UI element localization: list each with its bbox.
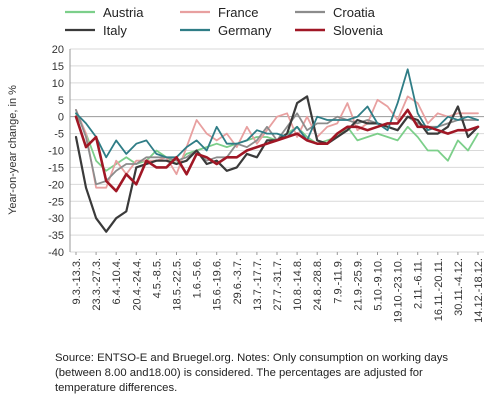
y-tick-label: -40: [48, 247, 64, 259]
y-axis-ticks: 20 15 10 5 0 -5 -10 -15 -20 -25 -30 -35 -40: [48, 44, 64, 259]
series-line-germany: [75, 68, 479, 159]
x-tick-label: 21.9.-25.9.: [352, 258, 364, 311]
y-tick-label: -25: [48, 196, 64, 208]
y-tick-label: -20: [48, 179, 64, 191]
y-tick-label: -15: [48, 162, 64, 174]
x-tick-label: 23.3.-27.3.: [91, 258, 103, 311]
y-tick-label: 5: [58, 95, 64, 107]
source-note: Source: ENTSO-E and Bruegel.org. Notes: …: [55, 352, 449, 394]
x-tick-label: 27.7.-31.7.: [272, 258, 284, 311]
x-tick-label: 1.6.-5.6.: [192, 258, 204, 298]
x-tick-label: 7.9.-11.9.: [332, 258, 344, 304]
legend-label: France: [218, 5, 258, 20]
x-tick-label: 24.8.-28.8.: [312, 258, 324, 311]
x-tick-label: 9.3.-13.3.: [71, 258, 83, 304]
x-tick-label: 16.11.-20.11.: [433, 258, 445, 321]
x-tick-label: 2.11.-6.11.: [413, 258, 425, 309]
x-tick-label: 29.6.-3.7.: [232, 258, 244, 304]
x-tick-label: 6.4.-10.4.: [111, 258, 123, 304]
legend-label: Italy: [103, 23, 127, 38]
x-tick-label: 10.8.-14.8.: [292, 258, 304, 311]
y-tick-label: -5: [54, 129, 64, 141]
legend-label: Austria: [103, 5, 144, 20]
legend: Austria France Croatia Italy Germany Slovenia: [65, 5, 384, 38]
y-tick-label: 10: [52, 78, 64, 90]
y-tick-label: 15: [52, 61, 64, 73]
x-tick-label: 14.12.-18.12.: [473, 258, 485, 323]
legend-label: Slovenia: [333, 23, 384, 38]
y-tick-label: -35: [48, 230, 64, 242]
y-tick-label: 0: [58, 112, 64, 124]
y-tick-label: 20: [52, 44, 64, 56]
x-tick-label: 30.11.-4.12.: [453, 258, 465, 316]
x-axis-ticks: 9.3.-13.3. 23.3.-27.3. 6.4.-10.4. 20.4.-24.…: [71, 252, 485, 323]
x-tick-label: 4.5.-8.5.: [151, 258, 163, 298]
y-axis-label: Year-on-year change, in %: [7, 85, 19, 215]
grid: [69, 48, 484, 253]
series-line-france: [75, 95, 479, 189]
series-line-slovenia: [74, 108, 480, 193]
x-tick-label: 13.7.-17.7.: [252, 258, 264, 311]
legend-label: Croatia: [333, 5, 376, 20]
x-tick-label: 15.6.-19.6.: [212, 258, 224, 311]
x-tick-label: 5.10.-9.10.: [373, 258, 385, 311]
legend-label: Germany: [218, 23, 272, 38]
series-lines: [74, 68, 480, 233]
x-tick-label: 18.5.-22.5.: [172, 258, 184, 311]
y-tick-label: -10: [48, 146, 64, 158]
x-tick-label: 19.10.-23.10.: [393, 258, 405, 323]
y-tick-label: -30: [48, 213, 64, 225]
x-tick-label: 20.4.-24.4.: [131, 258, 143, 311]
